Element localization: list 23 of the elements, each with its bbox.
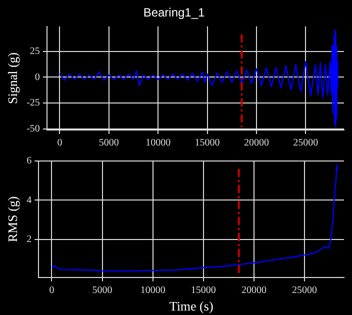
y-axis-title: Signal (g): [5, 52, 20, 104]
x-tick-label: 15000: [190, 285, 216, 296]
x-tick-label: 15000: [194, 138, 220, 149]
x-tick-label: 5000: [92, 285, 112, 296]
y-tick-label: 4: [26, 194, 32, 206]
x-tick-label: 25000: [292, 285, 318, 296]
y-tick-label: -50: [26, 124, 40, 135]
x-tick-label: 20000: [244, 138, 269, 149]
x-tick-label: 20000: [242, 285, 266, 296]
x-tick-label: 10000: [146, 138, 171, 149]
x-tick-label: 25000: [293, 138, 318, 149]
y-tick-label: -25: [26, 98, 40, 109]
x-tick-label: 0: [49, 285, 54, 296]
y-axis-title: RMS (g): [5, 196, 20, 242]
y-tick-label: 25: [30, 46, 40, 57]
x-tick-label: 5000: [98, 138, 119, 149]
x-tick-label: 0: [57, 138, 62, 149]
y-tick-label: 2: [26, 234, 32, 245]
chart-title: Bearing1_1: [143, 6, 206, 20]
y-tick-label: 0: [34, 72, 40, 83]
x-axis-title: Time (s): [169, 298, 214, 314]
y-tick-label: 6: [26, 156, 32, 167]
x-tick-label: 10000: [140, 285, 166, 296]
